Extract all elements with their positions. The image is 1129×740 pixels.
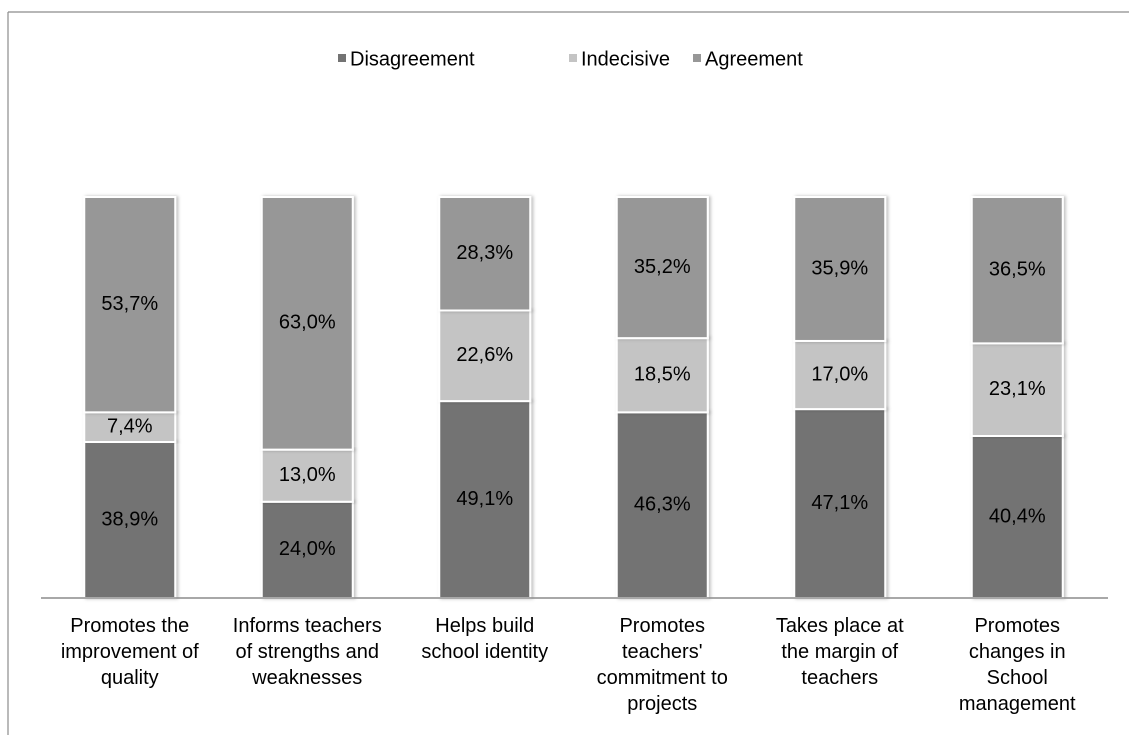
bar-stack-6: 40,4% 23,1% 36,5%: [970, 196, 1064, 599]
bar-agreement-4: [615, 196, 709, 340]
x-tick-label-3: Helps build school identity: [421, 615, 548, 663]
data-label-disagreement-4: 46,3%: [634, 493, 691, 515]
bar-disagreement-1: [83, 441, 177, 599]
bar-agreement-1: [83, 196, 177, 414]
data-label-indecisive-4: 18,5%: [634, 364, 691, 386]
data-label-disagreement-1: 38,9%: [101, 508, 158, 530]
bar-indecisive-3: [438, 309, 532, 403]
x-tick-label-5: Takes place at the margin of teachers: [776, 615, 904, 689]
bar-agreement-6: [970, 196, 1064, 345]
data-label-indecisive-6: 23,1%: [989, 378, 1046, 400]
x-axis-labels: Promotes the improvement of quality Informs…: [61, 615, 1076, 715]
legend: Disagreement Indecisive Agreement: [338, 48, 803, 70]
bar-stack-5: 47,1% 17,0% 35,9%: [793, 196, 887, 599]
data-label-agreement-4: 35,2%: [634, 256, 691, 278]
data-label-disagreement-5: 47,1%: [811, 492, 868, 514]
data-label-agreement-5: 35,9%: [811, 257, 868, 279]
legend-label-disagreement: Disagreement: [350, 48, 475, 70]
legend-marker-disagreement: [338, 54, 346, 62]
x-tick-label-6: Promotes changes in School management: [959, 615, 1076, 715]
bar-agreement-5: [793, 196, 887, 342]
data-label-disagreement-6: 40,4%: [989, 505, 1046, 527]
bar-disagreement-6: [970, 434, 1064, 599]
bar-stack-3: 49,1% 22,6% 28,3%: [438, 196, 532, 600]
legend-label-indecisive: Indecisive: [581, 48, 670, 70]
data-label-indecisive-1: 7,4%: [107, 415, 153, 437]
x-tick-label-1: Promotes the improvement of quality: [61, 615, 199, 689]
data-label-indecisive-3: 22,6%: [456, 344, 513, 366]
data-label-agreement-2: 63,0%: [279, 312, 336, 334]
bar-indecisive-1: [83, 411, 177, 444]
data-label-disagreement-2: 24,0%: [279, 538, 336, 560]
bar-stack-4: 46,3% 18,5% 35,2%: [615, 196, 709, 599]
bar-disagreement-2: [260, 500, 354, 600]
data-label-indecisive-2: 13,0%: [279, 464, 336, 486]
bar-stack-1: 38,9% 7,4% 53,7%: [83, 196, 177, 599]
bar-agreement-2: [260, 196, 354, 451]
data-label-agreement-6: 36,5%: [989, 258, 1046, 280]
bar-indecisive-2: [260, 448, 354, 503]
bars-group: 38,9% 7,4% 53,7% 24,0% 13,0% 63,0% 49,1% 22,6% 2…: [83, 196, 1064, 600]
data-label-disagreement-3: 49,1%: [456, 488, 513, 510]
x-tick-label-2: Informs teachers of strengths and weakness…: [233, 615, 382, 689]
bar-indecisive-4: [615, 337, 709, 414]
x-tick-label-4: Promotes teachers' commitment to projects: [597, 615, 728, 715]
data-label-agreement-1: 53,7%: [101, 293, 158, 315]
legend-label-agreement: Agreement: [705, 48, 803, 70]
bar-indecisive-6: [970, 342, 1064, 437]
bar-agreement-3: [438, 196, 532, 312]
legend-marker-indecisive: [569, 54, 577, 62]
bar-disagreement-4: [615, 411, 709, 599]
legend-marker-agreement: [693, 54, 701, 62]
data-label-agreement-3: 28,3%: [456, 242, 513, 264]
data-label-indecisive-5: 17,0%: [811, 363, 868, 385]
bar-stack-2: 24,0% 13,0% 63,0%: [260, 196, 354, 600]
